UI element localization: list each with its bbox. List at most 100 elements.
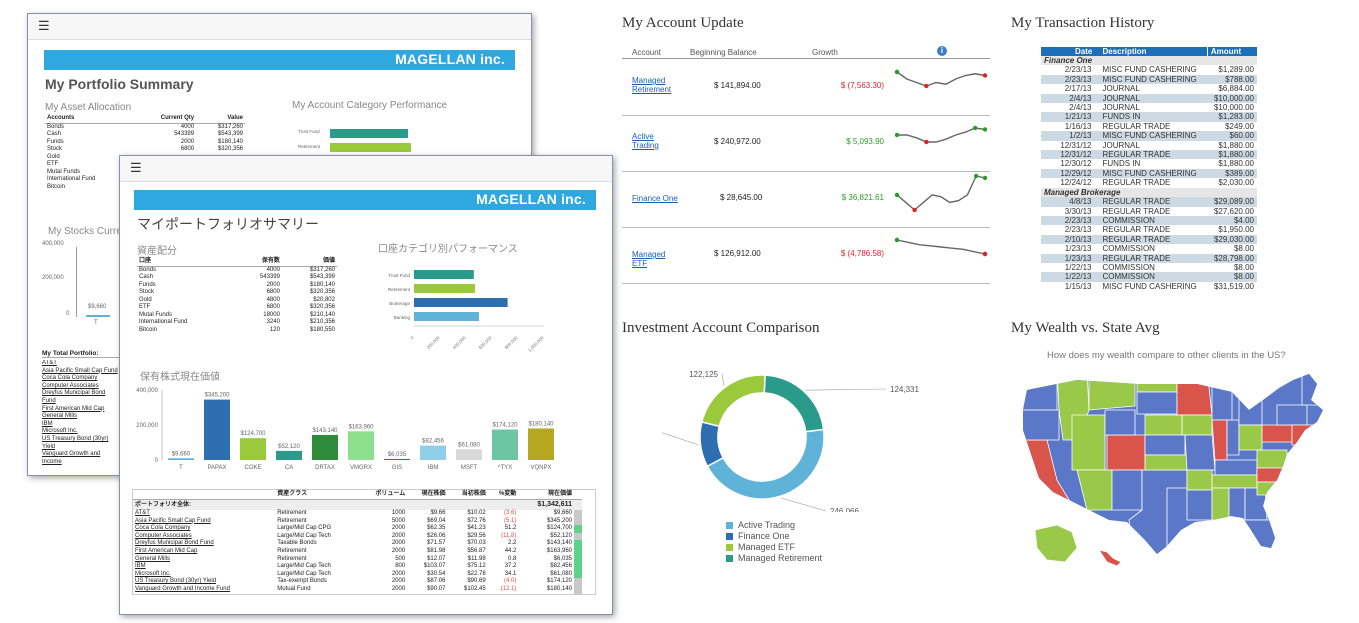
state-wisconsin[interactable] bbox=[1211, 379, 1233, 421]
transaction-row[interactable]: 1/16/13 REGULAR TRADE $249.00 bbox=[1041, 122, 1257, 131]
state-mississippi[interactable] bbox=[1211, 487, 1230, 521]
portfolio-link[interactable]: Computer Associates bbox=[42, 382, 99, 389]
transaction-row[interactable]: 2/23/13 COMMISSION $4.00 bbox=[1041, 215, 1257, 226]
legend-item[interactable]: Managed ETF bbox=[726, 542, 822, 553]
state-arkansas[interactable] bbox=[1186, 469, 1213, 491]
state-louisiana[interactable] bbox=[1186, 489, 1213, 521]
portfolio-link[interactable]: First American Mid Cap bbox=[42, 405, 105, 412]
transaction-row[interactable]: 1/15/13 MISC FUND CASHERING $31,519.00 bbox=[1041, 282, 1257, 291]
portfolio-link[interactable]: Coca Cola Company bbox=[42, 375, 98, 382]
transaction-row[interactable]: 1/23/13 COMMISSION $8.00 bbox=[1041, 244, 1257, 253]
portfolio-link[interactable]: General Mills bbox=[42, 413, 78, 420]
transaction-row[interactable]: 1/22/13 COMMISSION $8.00 bbox=[1041, 272, 1257, 282]
donut-slice[interactable] bbox=[699, 421, 725, 468]
state-illinois[interactable] bbox=[1211, 419, 1228, 461]
transaction-row[interactable]: 2/17/13 JOURNAL $6,884.00 bbox=[1041, 84, 1257, 93]
table-cell: 1/23/13 bbox=[1041, 253, 1100, 263]
portfolio-link[interactable]: Microsoft Inc. bbox=[42, 428, 78, 435]
state-virginia[interactable] bbox=[1256, 449, 1288, 469]
transaction-row[interactable]: 1/2/13 MISC FUND CASHERING $60.00 bbox=[1041, 131, 1257, 141]
state-wyoming[interactable] bbox=[1104, 409, 1136, 436]
holding-link[interactable]: Asia Pacific Small Cap Fund bbox=[135, 517, 211, 524]
state-iowa[interactable] bbox=[1181, 414, 1213, 436]
account-link[interactable]: Managed Retirement bbox=[632, 76, 672, 94]
portfolio-link[interactable]: Vanguard Growth and Income bbox=[42, 451, 101, 465]
state-tennessee[interactable] bbox=[1211, 474, 1258, 489]
holding-link[interactable]: Computer Associates bbox=[135, 532, 192, 539]
transaction-row[interactable]: 2/10/13 REGULAR TRADE $29,030.00 bbox=[1041, 234, 1257, 245]
holding-link[interactable]: AT&T bbox=[135, 510, 150, 516]
table-cell: 2/4/13 bbox=[1041, 93, 1100, 104]
donut-slice[interactable] bbox=[700, 374, 766, 428]
state-minnesota[interactable] bbox=[1176, 370, 1213, 416]
state-maine[interactable] bbox=[1301, 370, 1327, 406]
state-michigan[interactable] bbox=[1238, 389, 1263, 426]
legend-item[interactable]: Active Trading bbox=[726, 520, 822, 531]
state-new-york[interactable] bbox=[1276, 404, 1308, 426]
holding-link[interactable]: Dreyfus Municipal Bond Fund bbox=[135, 540, 214, 547]
transaction-row[interactable]: 12/29/12 MISC FUND CASHERING $389.00 bbox=[1041, 168, 1257, 179]
info-icon[interactable]: i bbox=[937, 46, 947, 56]
holding-link[interactable]: IBM bbox=[135, 563, 146, 570]
state-montana[interactable] bbox=[1088, 370, 1136, 411]
transaction-row[interactable]: 2/23/13 MISC FUND CASHERING $788.00 bbox=[1041, 74, 1257, 85]
state-kentucky[interactable] bbox=[1214, 459, 1258, 476]
account-link[interactable]: Active Trading bbox=[632, 132, 659, 150]
state-utah[interactable] bbox=[1071, 414, 1106, 471]
state-oregon[interactable] bbox=[1017, 409, 1060, 441]
state-nebraska[interactable] bbox=[1144, 414, 1183, 436]
state-north-carolina[interactable] bbox=[1256, 467, 1293, 483]
state-hawaii[interactable] bbox=[1098, 549, 1122, 567]
portfolio-link[interactable]: US Treasury Bond (30yr) Yield bbox=[42, 435, 109, 450]
transaction-row[interactable]: 12/30/12 FUNDS IN $1,880.00 bbox=[1041, 159, 1257, 168]
transaction-row[interactable]: 4/8/13 REGULAR TRADE $29,089.00 bbox=[1041, 197, 1257, 207]
state-washington[interactable] bbox=[1017, 370, 1058, 411]
transaction-row[interactable]: 2/4/13 JOURNAL $10,000.00 bbox=[1041, 103, 1257, 112]
holding-link[interactable]: Microsoft Inc. bbox=[135, 570, 171, 577]
holding-link[interactable]: Vanguard Growth and Income Fund bbox=[135, 585, 230, 592]
transaction-row[interactable]: 2/4/13 JOURNAL $10,000.00 bbox=[1041, 93, 1257, 104]
transaction-row[interactable]: 12/24/12 REGULAR TRADE $2,030.00 bbox=[1041, 178, 1257, 187]
transaction-row[interactable]: 12/31/12 JOURNAL $1,880.00 bbox=[1041, 141, 1257, 150]
donut-slice[interactable] bbox=[706, 428, 825, 500]
state-missouri[interactable] bbox=[1184, 434, 1216, 471]
holding-link[interactable]: General Mills bbox=[135, 555, 171, 562]
portfolio-link[interactable]: Asia Pacific Small Cap Fund bbox=[42, 367, 118, 374]
legend-item[interactable]: Managed Retirement bbox=[726, 553, 822, 564]
state-kansas[interactable] bbox=[1144, 434, 1186, 456]
portfolio-link[interactable]: IBM bbox=[42, 420, 53, 427]
state-florida[interactable] bbox=[1242, 519, 1278, 555]
transaction-row[interactable]: 2/23/13 MISC FUND CASHERING $1,289.00 bbox=[1041, 65, 1257, 74]
state-new-mexico[interactable] bbox=[1111, 469, 1143, 511]
transaction-table-wrap[interactable]: Date Description Amount Finance One 2/23/… bbox=[1041, 47, 1257, 305]
state-north-dakota[interactable] bbox=[1136, 370, 1178, 393]
menu-icon[interactable]: ☰ bbox=[130, 160, 142, 175]
menu-icon[interactable]: ☰ bbox=[38, 18, 50, 33]
state-pennsylvania[interactable] bbox=[1261, 424, 1293, 443]
transaction-row[interactable]: 1/22/13 COMMISSION $8.00 bbox=[1041, 263, 1257, 272]
account-link[interactable]: Finance One bbox=[632, 194, 678, 203]
titlebar: ☰ bbox=[120, 156, 612, 182]
portfolio-link[interactable]: AT&T bbox=[42, 360, 57, 366]
legend-item[interactable]: Finance One bbox=[726, 531, 822, 542]
transaction-row[interactable]: 3/30/13 REGULAR TRADE $27,620.00 bbox=[1041, 207, 1257, 216]
state-alabama[interactable] bbox=[1228, 487, 1246, 521]
transaction-row[interactable]: 12/31/12 REGULAR TRADE $1,880.00 bbox=[1041, 150, 1257, 160]
transaction-row[interactable]: 1/21/13 FUNDS IN $1,283.00 bbox=[1041, 112, 1257, 122]
transaction-row[interactable]: 2/23/13 REGULAR TRADE $1,950.00 bbox=[1041, 225, 1257, 234]
portfolio-link[interactable]: Dreyfus Municipal Bond Fund bbox=[42, 390, 106, 404]
state-ohio[interactable] bbox=[1238, 424, 1263, 451]
state-south-carolina[interactable] bbox=[1256, 481, 1280, 496]
holding-link[interactable]: US Treasury Bond (30yr) Yield bbox=[135, 578, 217, 585]
state-indiana[interactable] bbox=[1226, 419, 1240, 456]
donut-slice[interactable] bbox=[763, 374, 825, 433]
state-south-dakota[interactable] bbox=[1136, 391, 1178, 415]
transaction-row[interactable]: 1/23/13 REGULAR TRADE $28,798.00 bbox=[1041, 253, 1257, 263]
state-oklahoma[interactable] bbox=[1144, 454, 1188, 471]
account-link[interactable]: Managed ETF bbox=[632, 250, 666, 268]
state-new-jersey[interactable] bbox=[1291, 424, 1318, 446]
state-colorado[interactable] bbox=[1106, 434, 1146, 471]
holding-link[interactable]: Coca Cola Company bbox=[135, 525, 191, 532]
state-alaska[interactable] bbox=[1034, 524, 1078, 563]
holding-link[interactable]: First American Mid Cap bbox=[135, 547, 198, 554]
